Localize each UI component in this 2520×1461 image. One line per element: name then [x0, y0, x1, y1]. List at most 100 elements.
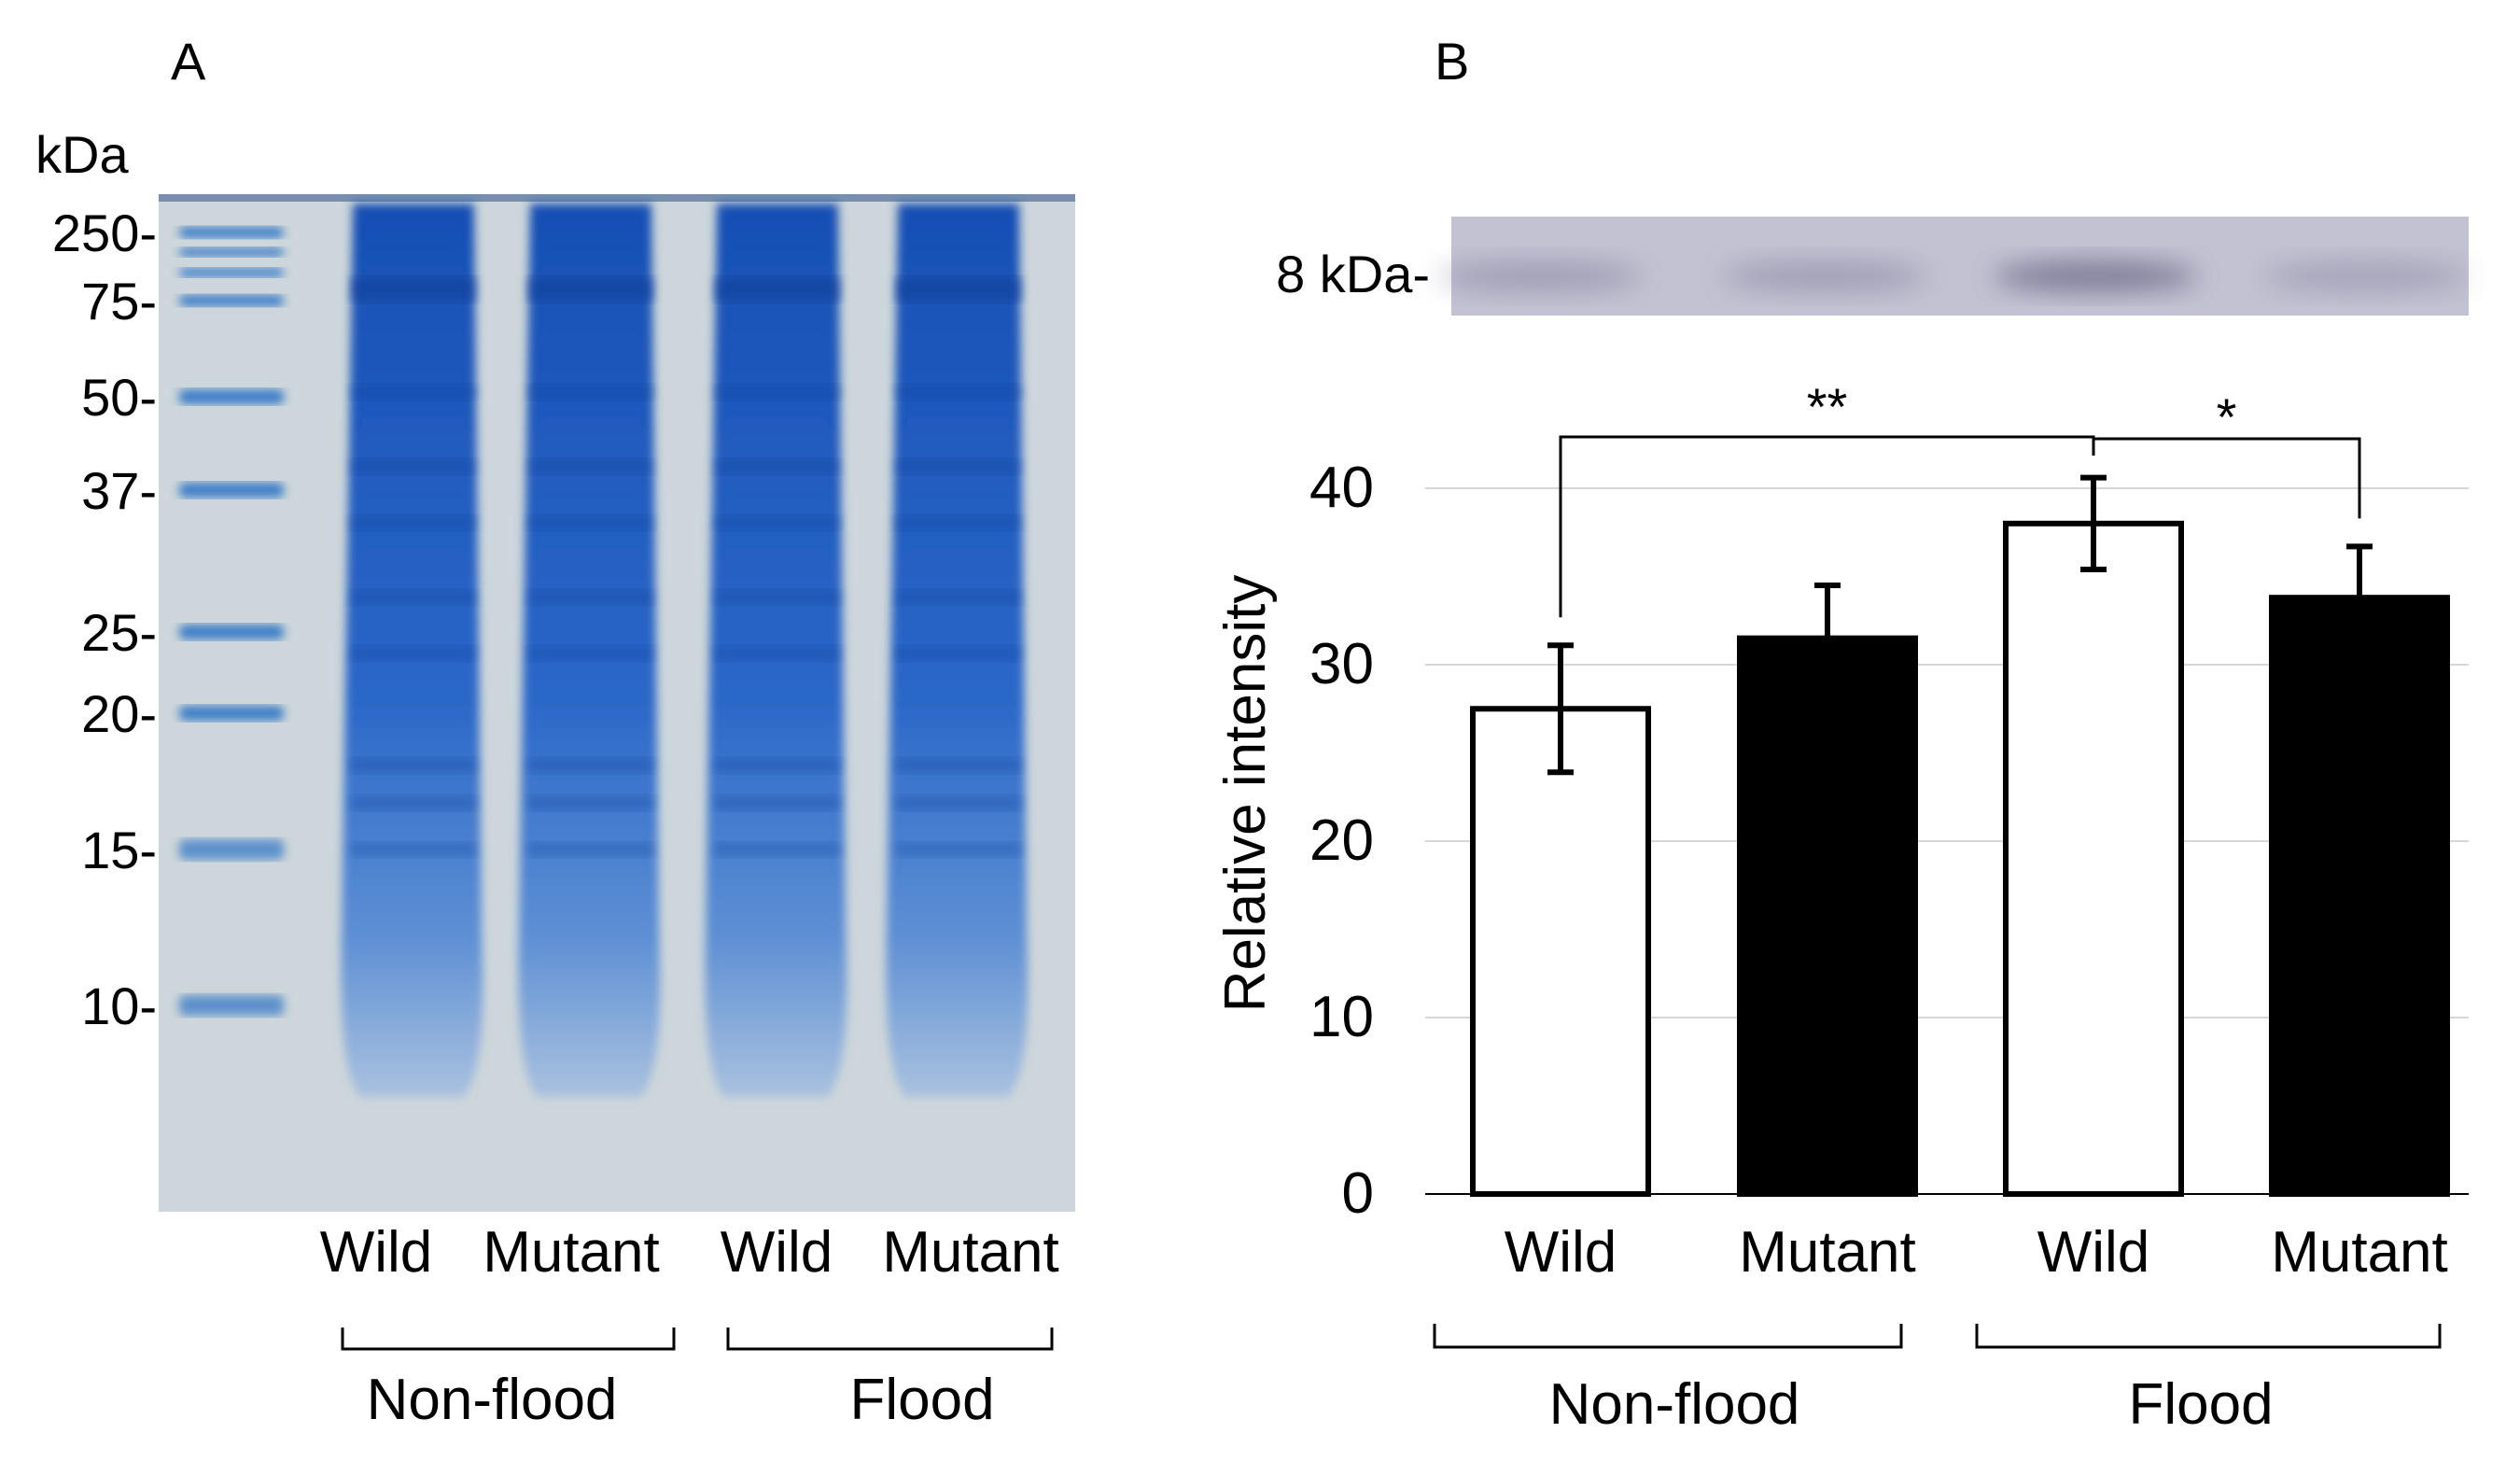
sample-lanes — [341, 204, 1029, 1097]
marker-label: 37- — [81, 461, 157, 520]
significance-brackets: ** * — [1559, 377, 2361, 618]
gel-band — [896, 590, 1021, 605]
ladder-band — [179, 483, 284, 498]
gel-band — [715, 795, 840, 810]
gel-band — [528, 459, 653, 474]
gel-band — [351, 277, 476, 302]
gel-band — [351, 795, 476, 810]
gel-lane-label-4: Mutant — [882, 1220, 1059, 1285]
marker-label: 10- — [81, 976, 157, 1035]
x-category-label: Mutant — [1739, 1220, 1916, 1285]
marker-label: 25- — [81, 603, 157, 662]
gel-band — [351, 515, 476, 530]
significance-label: ** — [1807, 377, 1848, 436]
chart-group-bracket-flood — [1975, 1324, 2442, 1349]
ladder-band — [179, 268, 284, 277]
bar — [2003, 520, 2184, 1197]
gel-band — [896, 646, 1021, 661]
blot-band — [2263, 261, 2469, 291]
marker-label: 15- — [81, 821, 157, 879]
gel-image — [159, 194, 1075, 1212]
y-axis-label: Relative intensity — [1213, 575, 1278, 1013]
x-category-label: Mutant — [2271, 1220, 2448, 1285]
y-tick-label: 0 — [1342, 1161, 1374, 1226]
ladder-band — [179, 295, 284, 306]
gel-band — [896, 795, 1021, 810]
bars — [1470, 520, 2450, 1197]
gel-group-bracket-nonflood — [341, 1328, 676, 1351]
gel-band — [715, 842, 840, 857]
panel-a: A kDa 250- 75- 50- 37- 25- 20- 15- 10- Wild Mut… — [35, 32, 1075, 1432]
western-blot: 8 kDa- — [1276, 217, 2469, 316]
gel-band — [351, 646, 476, 661]
y-tick-label: 20 — [1309, 808, 1374, 873]
gel-group-label-nonflood: Non-flood — [367, 1368, 618, 1432]
y-tick-labels: 0 10 20 30 40 — [1309, 456, 1374, 1226]
gel-band — [896, 758, 1021, 773]
gel-band — [715, 515, 840, 530]
gel-band — [351, 842, 476, 857]
gel-band — [528, 758, 653, 773]
blot-band — [1993, 261, 2198, 291]
blot-bands — [1437, 261, 2469, 291]
gel-band — [528, 385, 653, 400]
ladder-band — [179, 839, 284, 860]
gel-lane-label-1: Wild — [320, 1220, 433, 1285]
gel-lane — [705, 204, 847, 1097]
ladder-band — [179, 706, 284, 721]
chart-group-label-flood: Flood — [2128, 1372, 2273, 1437]
gel-band — [351, 459, 476, 474]
ladder-band — [179, 247, 284, 257]
gel-band — [896, 459, 1021, 474]
gel-band — [528, 515, 653, 530]
chart-group-label-nonflood: Non-flood — [1549, 1372, 1800, 1437]
gel-band — [896, 385, 1021, 400]
gel-lane-label-3: Wild — [721, 1220, 833, 1285]
ladder-lane — [179, 227, 284, 1016]
gel-band — [528, 795, 653, 810]
gel-band — [528, 590, 653, 605]
gel-lane — [341, 204, 483, 1097]
y-tick-label: 10 — [1309, 985, 1374, 1049]
marker-label: 75- — [81, 272, 157, 330]
gel-band — [896, 277, 1021, 302]
gel-band — [715, 277, 840, 302]
gel-band — [528, 646, 653, 661]
marker-label: 20- — [81, 684, 157, 743]
bar — [1470, 706, 1651, 1197]
blot-size-label: 8 kDa- — [1276, 245, 1430, 303]
y-tick-label: 30 — [1309, 632, 1374, 696]
x-category-labels: Wild Mutant Wild Mutant — [1505, 1220, 2448, 1285]
gel-lane-label-2: Mutant — [483, 1220, 660, 1285]
ladder-band — [179, 625, 284, 639]
panel-b-label: B — [1435, 32, 1469, 91]
gel-lane-labels: Wild Mutant Wild Mutant — [320, 1220, 1059, 1285]
y-tick-label: 40 — [1309, 456, 1374, 520]
bar — [1737, 635, 1918, 1197]
bar — [2269, 595, 2450, 1197]
gel-band — [351, 758, 476, 773]
marker-labels: 250- 75- 50- 37- 25- 20- 15- 10- — [52, 204, 157, 1035]
gel-group-bracket-flood — [726, 1328, 1054, 1351]
gel-band — [715, 590, 840, 605]
gel-band — [528, 842, 653, 857]
significance-label: * — [2217, 387, 2237, 446]
gel-band — [715, 385, 840, 400]
kda-unit-label: kDa — [35, 125, 129, 184]
gel-band — [715, 758, 840, 773]
panel-a-label: A — [171, 32, 206, 91]
ladder-band — [179, 995, 284, 1016]
marker-label: 250- — [52, 204, 157, 262]
ladder-band — [179, 389, 284, 404]
error-bars — [1547, 474, 2373, 776]
gel-band — [896, 515, 1021, 530]
gel-top-well-line — [159, 194, 1075, 202]
ladder-band — [179, 227, 284, 238]
gel-band — [896, 842, 1021, 857]
x-category-label: Wild — [1505, 1220, 1617, 1285]
marker-label: 50- — [81, 368, 157, 427]
gel-band — [715, 646, 840, 661]
significance-bracket — [2092, 437, 2361, 519]
gel-lane — [886, 204, 1029, 1097]
